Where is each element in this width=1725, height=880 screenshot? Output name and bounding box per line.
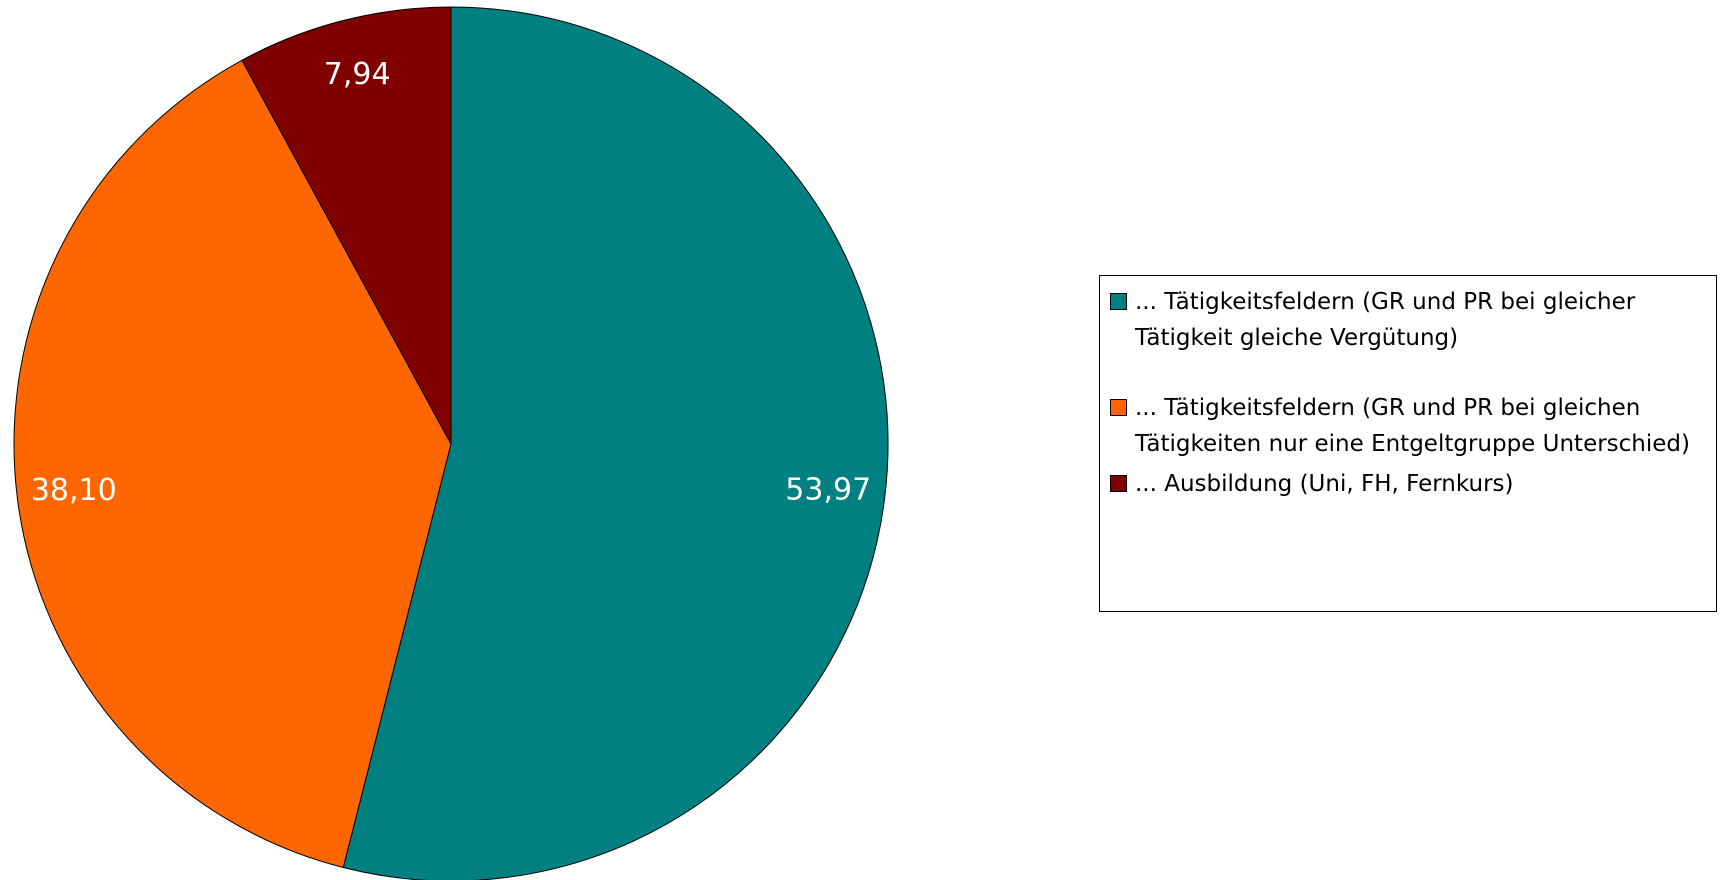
legend-label: ... Ausbildung (Uni, FH, Fernkurs) [1135,471,1514,497]
legend-item: ... Tätigkeitsfeldern (GR und PR bei gle… [1110,390,1708,462]
pie-slice [13,59,452,869]
data-label: 7,94 [324,57,391,92]
legend-swatch [1110,293,1127,310]
legend-label: ... Tätigkeitsfeldern (GR und PR bei gle… [1135,395,1690,457]
legend-label: ... Tätigkeitsfeldern (GR und PR bei gle… [1135,289,1636,351]
legend-item: ... Tätigkeitsfeldern (GR und PR bei gle… [1110,284,1708,356]
legend-swatch [1110,475,1127,492]
pie-slice [241,6,452,445]
legend-item: ... Ausbildung (Uni, FH, Fernkurs) [1110,466,1708,502]
pie-slice [342,6,889,880]
data-label: 53,97 [785,473,871,508]
data-label: 38,10 [31,473,117,508]
legend: ... Tätigkeitsfeldern (GR und PR bei gle… [1099,275,1717,612]
legend-swatch [1110,399,1127,416]
